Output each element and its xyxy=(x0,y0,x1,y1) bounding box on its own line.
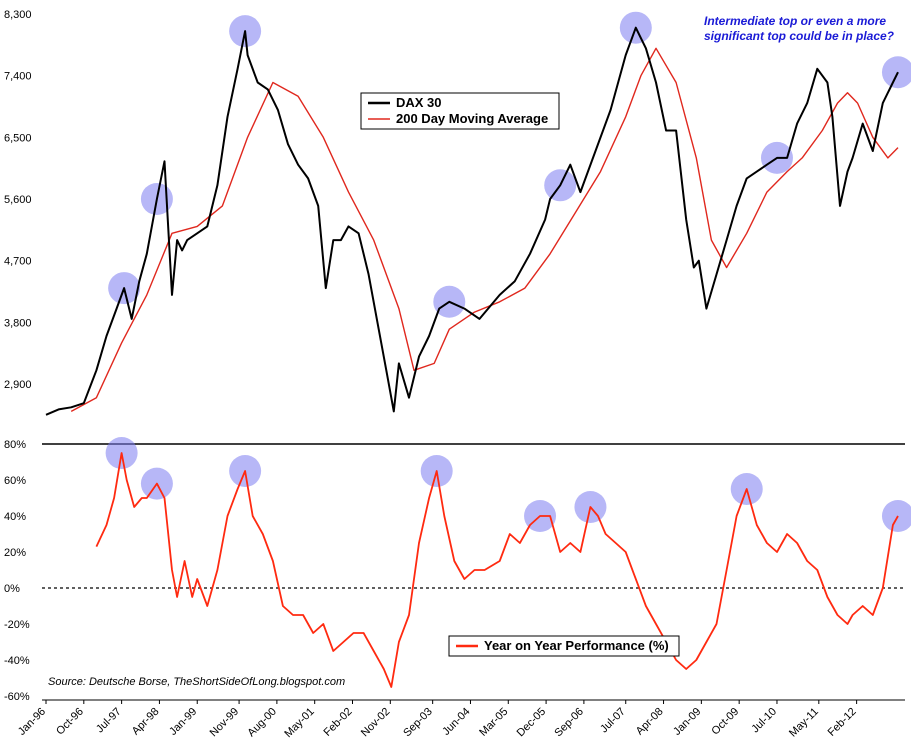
annotation-line-1: Intermediate top or even a more xyxy=(704,14,886,28)
bottom-peak-circle xyxy=(881,500,911,532)
legend-label-dax: DAX 30 xyxy=(396,95,442,110)
top-y-tick-label: 8,300 xyxy=(4,9,32,21)
bottom-y-tick-label: 80% xyxy=(4,439,26,451)
bottom-y-tick-label: 60% xyxy=(4,475,26,487)
moving-average-line xyxy=(70,47,899,413)
dax-30-line xyxy=(45,26,899,416)
top-y-axis: 2,900 3,800 4,700 5,600 6,500 7,400 8,300 xyxy=(4,9,32,391)
bottom-y-tick-label: -40% xyxy=(4,655,30,667)
bottom-y-tick-label: 0% xyxy=(4,583,20,595)
annotation-line-2: significant top could be in place? xyxy=(704,29,895,43)
bottom-y-axis: -60% -40% -20% 0% 20% 40% 60% 80% xyxy=(4,439,30,703)
top-legend-box xyxy=(360,92,560,130)
top-y-tick-label: 5,600 xyxy=(4,194,32,206)
top-y-tick-label: 4,700 xyxy=(4,256,32,268)
bottom-y-tick-label: -20% xyxy=(4,619,30,631)
legend-label-yoy: Year on Year Performance (%) xyxy=(484,638,669,653)
top-legend: DAX 30 200 Day Moving Average xyxy=(360,92,560,130)
top-y-tick-label: 6,500 xyxy=(4,132,32,144)
yoy-performance-line xyxy=(95,452,899,688)
top-lines xyxy=(45,26,899,416)
top-peak-circle xyxy=(881,56,911,89)
top-y-tick-label: 3,800 xyxy=(4,317,32,329)
bottom-y-tick-label: -60% xyxy=(4,691,30,703)
legend-label-ma: 200 Day Moving Average xyxy=(396,111,548,126)
bottom-legend: Year on Year Performance (%) xyxy=(448,635,680,657)
bottom-legend-box xyxy=(448,635,680,657)
top-y-tick-label: 2,900 xyxy=(4,379,32,391)
top-y-tick-label: 7,400 xyxy=(4,71,32,83)
bottom-lines xyxy=(95,452,899,688)
bottom-y-tick-label: 40% xyxy=(4,511,26,523)
bottom-y-tick-label: 20% xyxy=(4,547,26,559)
source-credit: Source: Deutsche Borse, TheShortSideOfLo… xyxy=(48,676,345,688)
